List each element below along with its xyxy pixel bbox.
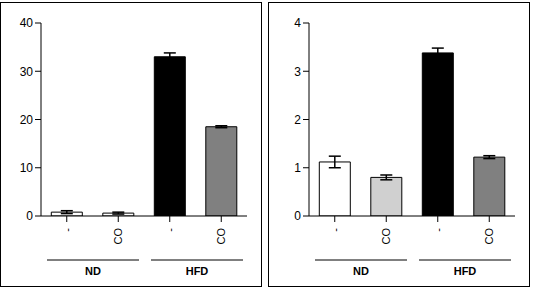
svg-text:10: 10 [20,161,34,175]
svg-text:4: 4 [294,16,301,30]
svg-text:-: - [164,228,176,232]
svg-text:CO: CO [483,228,495,245]
svg-text:CO: CO [215,228,227,245]
svg-text:HFD: HFD [186,265,209,277]
svg-text:-: - [61,228,73,232]
svg-text:-: - [329,228,341,232]
svg-text:ND: ND [353,265,369,277]
svg-text:1: 1 [294,161,301,175]
svg-text:ND: ND [85,265,101,277]
svg-text:40: 40 [20,16,34,30]
svg-text:0: 0 [294,209,301,223]
svg-text:-: - [432,228,444,232]
svg-text:CO: CO [112,228,124,245]
svg-text:3: 3 [294,65,301,79]
svg-text:2: 2 [294,113,301,127]
svg-text:0: 0 [26,209,33,223]
svg-text:30: 30 [20,65,34,79]
svg-text:CO: CO [380,228,392,245]
svg-text:HFD: HFD [454,265,477,277]
svg-text:20: 20 [20,113,34,127]
